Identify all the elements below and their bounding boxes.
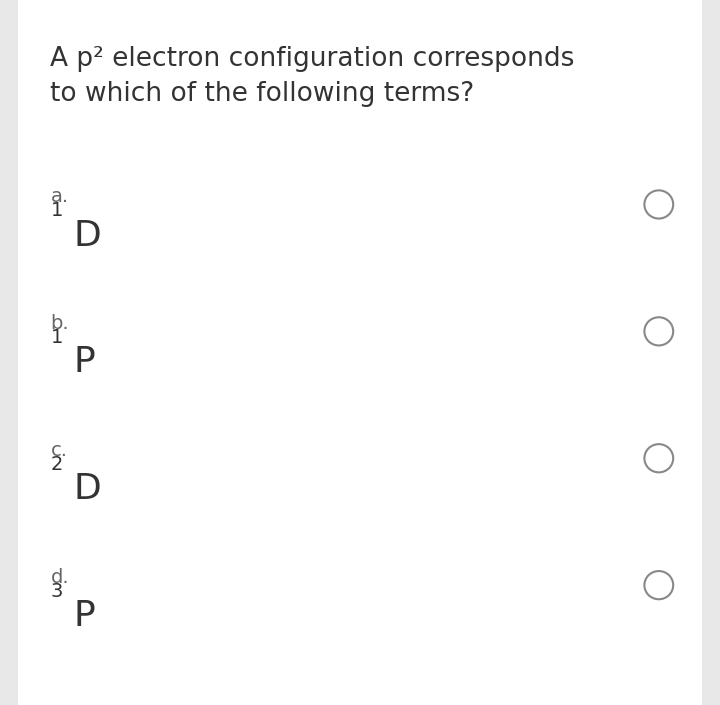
Text: P: P bbox=[73, 345, 95, 379]
Text: a.: a. bbox=[50, 187, 68, 206]
Text: c.: c. bbox=[50, 441, 68, 460]
Text: 1: 1 bbox=[50, 201, 63, 220]
Circle shape bbox=[644, 444, 673, 472]
Text: b.: b. bbox=[50, 314, 69, 333]
Text: d.: d. bbox=[50, 568, 69, 587]
Text: to which of the following terms?: to which of the following terms? bbox=[50, 81, 474, 107]
Text: P: P bbox=[73, 599, 95, 633]
Circle shape bbox=[644, 571, 673, 599]
FancyBboxPatch shape bbox=[18, 0, 702, 705]
Text: D: D bbox=[73, 472, 102, 506]
Text: D: D bbox=[73, 219, 102, 252]
Text: 1: 1 bbox=[50, 328, 63, 347]
Text: 3: 3 bbox=[50, 582, 63, 601]
Circle shape bbox=[644, 190, 673, 219]
Circle shape bbox=[644, 317, 673, 345]
Text: A p² electron configuration corresponds: A p² electron configuration corresponds bbox=[50, 46, 575, 72]
Text: 2: 2 bbox=[50, 455, 63, 474]
